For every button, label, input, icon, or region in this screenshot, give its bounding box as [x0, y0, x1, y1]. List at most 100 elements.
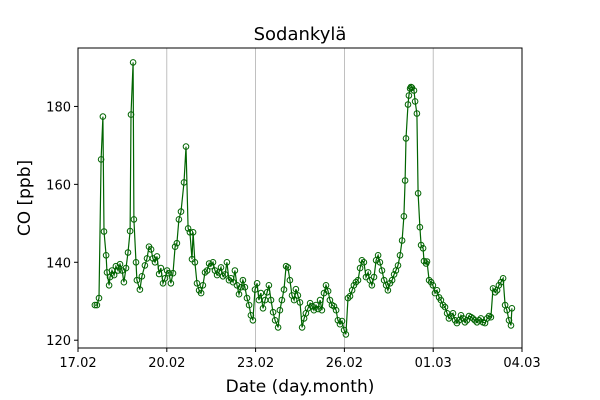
data-point: [384, 287, 392, 294]
data-point: [439, 301, 447, 309]
data-point: [209, 259, 217, 266]
x-tick-label: 01.03: [415, 356, 452, 371]
data-point: [388, 276, 396, 284]
data-point: [318, 306, 326, 314]
data-point: [227, 275, 235, 282]
data-point: [102, 252, 110, 259]
data-point: [237, 283, 245, 291]
y-tick-label: 160: [46, 178, 71, 193]
data-point: [120, 278, 128, 286]
data-point: [292, 285, 300, 293]
data-point: [414, 190, 422, 197]
data-point: [141, 262, 149, 269]
data-point: [334, 317, 342, 324]
data-point: [276, 306, 284, 314]
data-point: [221, 271, 229, 278]
series-co: [91, 59, 516, 338]
y-tick-label: 120: [46, 334, 71, 349]
data-point: [489, 285, 497, 292]
data-point: [340, 326, 348, 334]
data-point: [269, 308, 277, 316]
data-point: [239, 276, 247, 284]
data-point: [223, 259, 231, 266]
data-point: [127, 111, 135, 118]
y-tick-label: 140: [46, 256, 71, 271]
data-point: [243, 294, 251, 302]
x-tick-label: 26.02: [326, 356, 363, 371]
data-point: [138, 273, 146, 280]
data-point: [308, 303, 316, 310]
data-point: [241, 283, 249, 291]
data-point: [251, 286, 259, 293]
data-point: [186, 229, 194, 236]
data-point: [249, 317, 257, 324]
y-tick-label: 180: [46, 100, 71, 115]
x-axis-label: Date (day.month): [226, 377, 375, 397]
data-point: [136, 286, 144, 293]
data-point: [497, 278, 505, 286]
data-point: [416, 223, 424, 231]
data-point: [105, 282, 113, 289]
data-point: [284, 264, 292, 271]
data-point: [203, 267, 211, 274]
data-point: [290, 296, 298, 304]
data-point: [398, 237, 406, 244]
data-point: [433, 287, 441, 294]
data-point: [461, 319, 469, 326]
chart-title: Sodankylä: [254, 24, 347, 45]
data-point: [294, 292, 302, 299]
data-point: [271, 317, 279, 324]
data-point: [180, 179, 188, 186]
x-tick-label: 23.02: [237, 356, 274, 371]
data-point: [191, 259, 199, 266]
data-point: [356, 264, 364, 272]
data-point: [394, 262, 402, 269]
data-point: [358, 257, 366, 264]
data-point: [322, 282, 330, 289]
data-point: [95, 294, 103, 302]
data-point: [360, 259, 368, 266]
data-point: [316, 296, 324, 304]
data-point: [132, 259, 140, 266]
data-point: [116, 260, 124, 268]
data-point: [441, 303, 449, 311]
data-point: [508, 305, 516, 312]
data-point: [429, 282, 437, 289]
data-point: [124, 249, 132, 256]
data-point: [332, 306, 340, 314]
data-point: [491, 289, 499, 296]
data-point: [257, 289, 265, 297]
data-point: [189, 229, 197, 236]
data-point: [193, 280, 201, 287]
data-point: [100, 228, 108, 235]
data-point: [296, 299, 304, 306]
data-point: [259, 305, 267, 312]
data-point: [106, 273, 114, 281]
data-point: [402, 135, 410, 142]
data-point: [338, 317, 346, 325]
data-point: [219, 273, 227, 280]
data-point: [129, 59, 137, 66]
data-point: [274, 324, 282, 331]
data-point: [253, 280, 261, 287]
x-tick-label: 04.03: [503, 356, 540, 371]
data-point: [130, 216, 138, 223]
data-point: [425, 276, 433, 284]
data-point: [396, 252, 404, 259]
data-point: [475, 317, 483, 324]
data-point: [330, 303, 338, 310]
y-axis-label: CO [ppb]: [15, 160, 35, 236]
data-point: [411, 98, 419, 105]
data-point: [197, 289, 205, 297]
x-axis-ticks: 17.02 20.02 23.02 26.02 01.03 04.03: [59, 348, 541, 371]
data-point: [153, 253, 161, 260]
data-point: [245, 301, 253, 309]
data-point: [171, 243, 179, 250]
data-point: [93, 301, 101, 309]
data-point: [151, 259, 159, 266]
data-point: [255, 296, 263, 304]
data-point: [278, 296, 286, 304]
data-point: [378, 267, 386, 274]
data-point: [459, 315, 467, 322]
